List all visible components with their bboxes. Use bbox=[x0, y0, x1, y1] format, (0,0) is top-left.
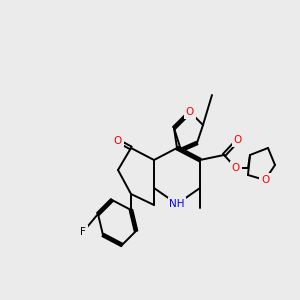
Text: O: O bbox=[234, 135, 242, 145]
Text: O: O bbox=[232, 163, 240, 173]
Text: O: O bbox=[261, 175, 269, 185]
Text: O: O bbox=[114, 136, 122, 146]
Text: F: F bbox=[80, 227, 86, 237]
Text: O: O bbox=[186, 107, 194, 117]
Text: NH: NH bbox=[169, 199, 185, 209]
